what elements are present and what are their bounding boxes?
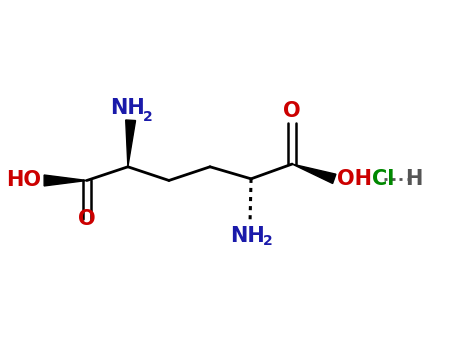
Text: HO: HO: [6, 170, 41, 190]
Text: O: O: [283, 101, 301, 121]
Polygon shape: [44, 175, 87, 186]
Text: 2: 2: [263, 234, 273, 248]
Text: Cl: Cl: [372, 169, 395, 189]
Polygon shape: [126, 120, 136, 167]
Polygon shape: [292, 164, 336, 183]
Text: OH: OH: [337, 169, 372, 189]
Text: NH: NH: [230, 226, 265, 246]
Text: H: H: [405, 169, 423, 189]
Text: NH: NH: [111, 98, 145, 118]
Text: O: O: [78, 209, 96, 229]
Text: 2: 2: [143, 110, 153, 124]
